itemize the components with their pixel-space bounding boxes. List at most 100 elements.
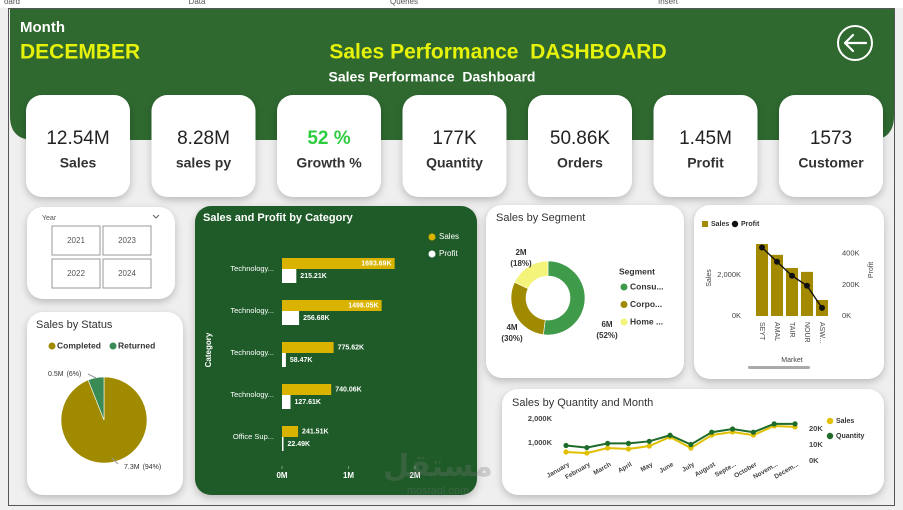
y2-tick-label: 10K: [809, 440, 823, 449]
bar: [801, 271, 813, 316]
kpi-label: Growth %: [296, 155, 362, 171]
kpi-value: 12.54M: [46, 128, 109, 149]
legend-label: Sales: [711, 221, 729, 228]
x-tick-label: AMAL: [773, 322, 780, 341]
line-point: [584, 450, 590, 456]
legend-title: Segment: [619, 266, 655, 276]
slicer-title: Year: [42, 215, 57, 222]
legend-marker: [702, 221, 708, 227]
line-point: [789, 272, 795, 279]
month-label: Month: [20, 19, 65, 36]
bar: [282, 426, 299, 437]
bar: [282, 353, 286, 367]
watermark: mostaql.com: [407, 485, 469, 497]
line: [565, 424, 796, 455]
kpi-label: Orders: [557, 155, 603, 171]
kpi-value: 1.45M: [679, 128, 732, 149]
legend-label: Completed: [57, 340, 101, 350]
percent-label: (94%): [143, 464, 162, 471]
y2-tick-label: 200K: [842, 280, 860, 289]
month-value: DECEMBER: [20, 41, 140, 64]
legend-marker: [826, 432, 834, 440]
line-point: [667, 432, 673, 438]
category-label: Technology...: [230, 264, 274, 273]
amount-label: 2M: [515, 248, 526, 257]
data-label: 241.51K: [302, 428, 328, 435]
kpi-value: 8.28M: [177, 128, 230, 149]
y2-tick-label: 400K: [842, 249, 860, 258]
scrollbar[interactable]: [748, 366, 810, 369]
legend-label: Profit: [439, 249, 458, 258]
bar: [282, 437, 284, 451]
category-label: Technology...: [230, 390, 274, 399]
year-option[interactable]: 2021: [51, 225, 101, 256]
slice-label: 7.3M (94%): [124, 464, 161, 471]
legend-marker: [48, 342, 56, 350]
legend-marker: [428, 233, 436, 241]
line-point: [625, 440, 632, 446]
data-label: 256.68K: [303, 315, 329, 322]
back-button[interactable]: [837, 25, 873, 61]
year-option[interactable]: 2024: [102, 258, 152, 289]
year-option[interactable]: 2023: [102, 225, 152, 256]
line-point: [804, 282, 810, 289]
bar: [282, 342, 334, 353]
y-tick-label: 1,000K: [528, 438, 553, 447]
bar: [282, 311, 300, 325]
bar: [282, 384, 332, 395]
line-point: [774, 258, 780, 265]
chart-title: Sales by Segment: [496, 212, 585, 224]
kpi-value: 50.86K: [550, 128, 611, 149]
legend-label: Returned: [118, 340, 155, 350]
leader-line: [87, 373, 119, 465]
year-option[interactable]: 2022: [51, 258, 101, 289]
line-point: [759, 244, 765, 251]
axis-title: Category: [204, 332, 213, 367]
data-label: 1693.69K: [361, 260, 391, 267]
line: [565, 422, 795, 449]
slicer-chevron[interactable]: [152, 214, 160, 219]
donut-slice: [543, 260, 586, 336]
amount-label: 6M: [601, 320, 612, 329]
x-tick-label: SEYT: [758, 322, 765, 341]
year-button: [102, 225, 152, 256]
line-point: [584, 444, 590, 451]
y2-tick-label: 20K: [809, 424, 823, 433]
y2-tick-label: 0K: [842, 311, 851, 320]
line-point: [729, 426, 736, 432]
donut-slice: [514, 260, 549, 290]
line-point: [750, 429, 756, 435]
bar: [786, 267, 798, 316]
line-point: [625, 446, 632, 452]
legend-marker: [731, 220, 739, 228]
data-label: 740.06K: [335, 386, 361, 393]
data-label: 1498.05K: [348, 302, 378, 309]
legend-label: Sales: [439, 232, 459, 241]
kpi-value: 52 %: [307, 128, 350, 149]
dashboard-title: Sales Performance DASHBOARD: [329, 41, 666, 64]
amount-label: 0.5M: [48, 371, 64, 378]
category-label: Office Sup...: [233, 432, 274, 441]
kpi-card: [528, 95, 632, 197]
percent-label: (18%): [510, 259, 532, 268]
slice-label: 0.5M (6%): [48, 371, 81, 378]
year-label: 2022: [67, 269, 85, 278]
legend-marker: [620, 318, 628, 326]
percent-label: (6%): [67, 371, 82, 378]
line-point: [605, 440, 611, 446]
y-tick-label: 2,000K: [528, 414, 553, 423]
ribbon-tab: Queries: [390, 0, 418, 6]
percent-label: (30%): [501, 334, 523, 343]
year-button: [51, 258, 101, 289]
line-point: [563, 449, 569, 455]
category-label: Technology...: [230, 348, 274, 357]
data-label: 22.49K: [287, 441, 310, 448]
line-point: [605, 445, 611, 451]
data-label: 215.21K: [300, 273, 326, 280]
legend-marker: [109, 342, 117, 350]
axis-title: Sales: [706, 269, 713, 287]
watermark: مستقل: [383, 450, 493, 483]
chart-title: Sales by Quantity and Month: [512, 397, 653, 409]
kpi-label: Quantity: [426, 155, 483, 171]
